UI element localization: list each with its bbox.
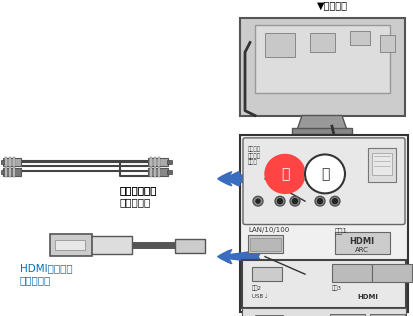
FancyBboxPatch shape [243,138,405,224]
Circle shape [332,199,337,204]
Text: HDMI: HDMI [357,294,378,300]
Bar [55,240,85,250]
Bar [370,314,405,316]
Bar [368,148,396,182]
Bar [148,168,168,176]
Text: 入力2: 入力2 [252,286,262,291]
Bar [148,158,168,166]
Bar [250,238,281,251]
Bar [167,170,172,174]
Bar [13,167,15,177]
Bar [167,160,172,164]
Bar [240,135,408,312]
Bar [255,25,390,93]
Circle shape [253,196,263,206]
Text: 音声ケーブル: 音声ケーブル [120,185,157,196]
Bar [335,232,390,254]
Text: 赤: 赤 [281,167,289,181]
Text: デジタル
音声出力
（光）: デジタル 音声出力 （光） [248,147,261,165]
Bar [154,167,156,177]
Bar [1,170,5,174]
Circle shape [275,196,285,206]
Circle shape [256,199,260,203]
Circle shape [305,155,345,193]
Bar [154,157,156,167]
Circle shape [278,199,282,204]
Bar [5,167,7,177]
Circle shape [292,199,297,204]
Bar [1,160,5,164]
Bar [350,31,370,46]
Bar [292,128,352,134]
Bar [90,236,132,254]
Circle shape [305,155,345,193]
Bar [252,267,282,281]
Text: HDMIケーブル: HDMIケーブル [20,264,73,273]
Text: HDMI: HDMI [349,237,375,246]
Bar [150,167,152,177]
Bar [380,35,395,52]
Bar [158,167,160,177]
Bar [175,239,205,253]
Bar [240,18,405,116]
Text: ▼本体背面: ▼本体背面 [316,0,347,10]
Text: 入力1: 入力1 [335,228,348,234]
Text: （市販品）: （市販品） [20,275,51,285]
Text: （市販品）: （市販品） [120,197,151,207]
Bar [330,314,365,316]
Text: USB ♩: USB ♩ [252,294,268,299]
Bar [5,157,7,167]
Bar [9,157,11,167]
Circle shape [265,155,305,193]
Circle shape [315,196,325,206]
Bar [9,167,11,177]
Bar [158,157,160,167]
Circle shape [290,196,300,206]
Circle shape [330,196,340,206]
Text: 音声ケーブル: 音声ケーブル [120,185,157,196]
Bar [50,234,92,256]
Text: ARC: ARC [355,247,369,253]
Bar [3,158,21,166]
Bar [265,33,295,57]
Bar [372,264,412,282]
Text: 入力3: 入力3 [332,286,342,291]
Text: 白: 白 [321,167,329,181]
Polygon shape [297,116,347,130]
Bar [255,315,283,316]
Bar [242,259,406,308]
Bar [242,308,406,316]
Bar [248,235,283,253]
Circle shape [318,199,323,204]
Bar [13,157,15,167]
Bar [150,157,152,167]
Bar [332,264,372,282]
Bar [3,168,21,176]
Bar [310,33,335,52]
Text: LAN/10/100: LAN/10/100 [248,228,289,234]
Bar [372,154,392,175]
